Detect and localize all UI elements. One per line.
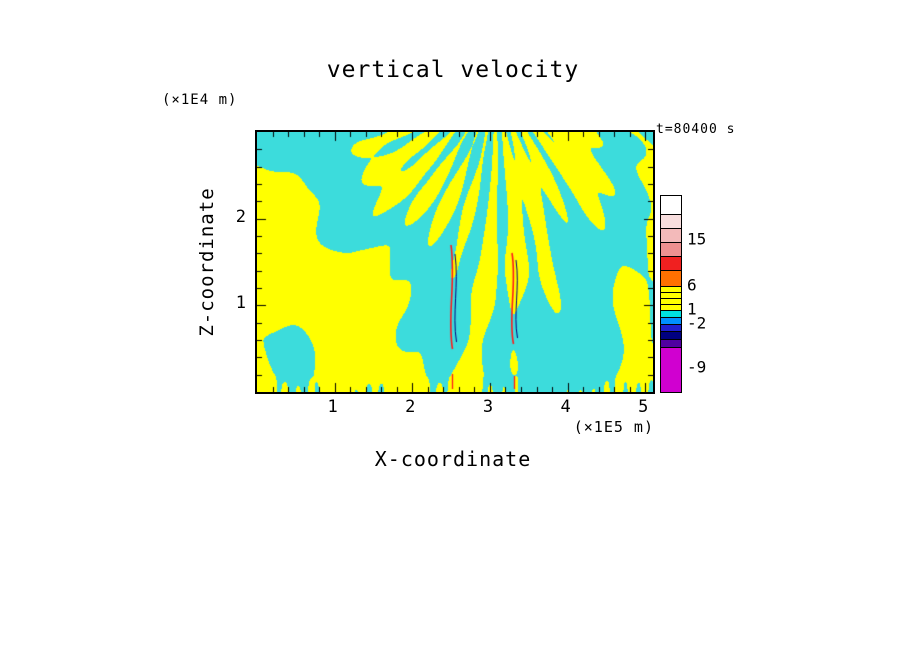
colorbar-segment xyxy=(661,310,681,317)
colorbar-label: 15 xyxy=(687,229,707,249)
time-annotation: t=80400 s xyxy=(656,122,736,137)
colorbar-segment xyxy=(661,304,681,310)
x-tick-label: 3 xyxy=(482,397,494,417)
z-tick-label: 1 xyxy=(235,293,246,314)
colorbar-segment xyxy=(661,256,681,270)
x-tick-label: 5 xyxy=(638,397,649,417)
colorbar-segment xyxy=(661,286,681,292)
heatmap-canvas xyxy=(257,132,653,392)
colorbar-label: 6 xyxy=(687,275,697,295)
colorbar-segment xyxy=(661,228,681,242)
plot-area xyxy=(255,130,655,394)
colorbar-segment xyxy=(661,317,681,324)
x-axis-unit-label: (×1E5 m) xyxy=(573,418,654,436)
x-tick-label: 1 xyxy=(327,397,338,417)
colorbar-label: 1 xyxy=(687,299,697,319)
x-axis-title: X-coordinate xyxy=(374,447,532,471)
colorbar-segment xyxy=(661,324,681,331)
colorbar-segment xyxy=(661,298,681,304)
colorbar-segment xyxy=(661,339,681,347)
z-axis-title: Z-coordinate xyxy=(196,187,218,337)
colorbar-segment xyxy=(661,331,681,339)
colorbar-segment xyxy=(661,270,681,286)
chart-title: vertical velocity xyxy=(326,57,580,83)
colorbar-segment xyxy=(661,214,681,228)
colorbar-label: -9 xyxy=(687,357,707,377)
colorbar xyxy=(660,195,682,393)
colorbar-segment xyxy=(661,242,681,256)
x-tick-label: 2 xyxy=(405,397,416,417)
x-tick-label: 4 xyxy=(560,397,571,417)
colorbar-segment xyxy=(661,347,681,392)
colorbar-segment xyxy=(661,196,681,214)
colorbar-segment xyxy=(661,292,681,298)
z-axis-unit-label: (×1E4 m) xyxy=(162,92,238,108)
colorbar-label: -2 xyxy=(687,313,707,333)
z-tick-label: 2 xyxy=(235,206,246,227)
